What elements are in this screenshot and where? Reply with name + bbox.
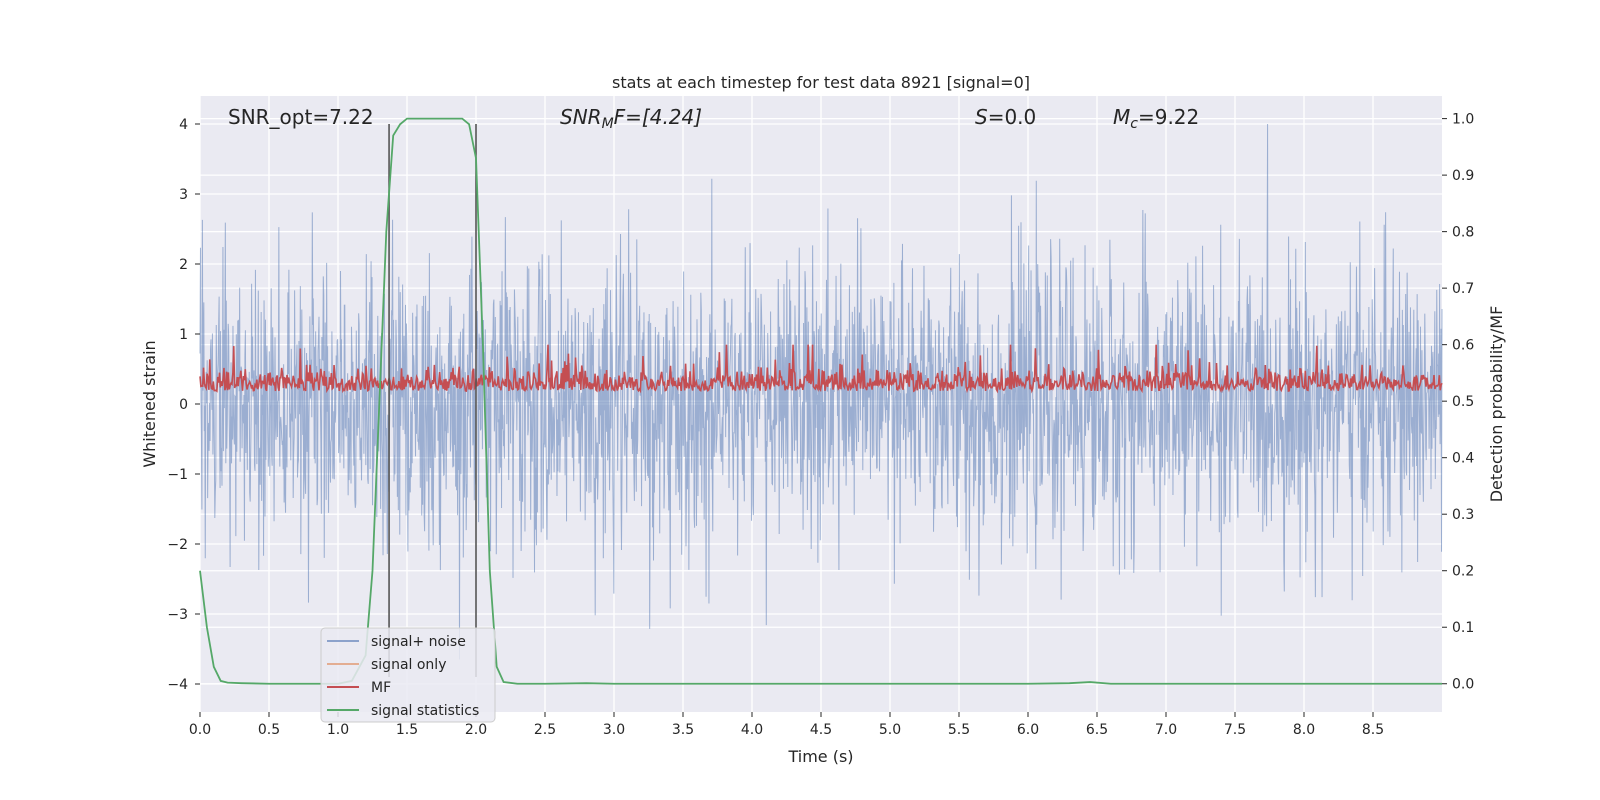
ticks: 0.0 0.5 1.0 1.5 2.0 2.5 3.0 3.5 4.0 4.5 5.0 5.5 6.0 6… bbox=[167, 112, 1474, 738]
annotation-snr-opt: SNR_opt=7.22 bbox=[228, 105, 374, 129]
x-axis-label: Time (s) bbox=[787, 747, 853, 766]
x-tick-label: 3.5 bbox=[672, 722, 694, 738]
y-tick-label: −2 bbox=[167, 537, 188, 553]
x-tick-label: 8.5 bbox=[1362, 722, 1384, 738]
y-axis-label: Whitened strain bbox=[140, 340, 159, 467]
y-tick-label: 1 bbox=[179, 327, 188, 343]
mf-line bbox=[199, 344, 1443, 394]
y-tick-label: 2 bbox=[179, 257, 188, 273]
y-right-tick-label: 0.4 bbox=[1452, 451, 1474, 467]
legend-label-signal: signal only bbox=[371, 657, 446, 673]
annotation-snr-mf: SNRMF=[4.24] bbox=[560, 105, 702, 132]
x-tick-label: 8.0 bbox=[1293, 722, 1315, 738]
x-tick-label: 2.5 bbox=[534, 722, 556, 738]
x-tick-label: 0.5 bbox=[258, 722, 280, 738]
y-tick-label: −1 bbox=[167, 467, 188, 483]
legend-box bbox=[320, 627, 496, 723]
series-signal-statistics bbox=[199, 117, 1442, 685]
x-tick-label: 1.5 bbox=[396, 722, 418, 738]
x-tick-label: 0.0 bbox=[189, 722, 211, 738]
y-axis-right-label: Detection probability/MF bbox=[1487, 306, 1506, 503]
legend: signal+ noise signal only MF signal stat… bbox=[320, 627, 496, 723]
x-tick-label: 3.0 bbox=[603, 722, 625, 738]
signal-statistics-line bbox=[199, 117, 1442, 685]
x-tick-label: 4.5 bbox=[810, 722, 832, 738]
y-tick-label: 4 bbox=[179, 117, 188, 133]
y-right-tick-label: 0.7 bbox=[1452, 281, 1474, 297]
snr-mf-sub: M bbox=[602, 116, 614, 132]
y-right-tick-label: 0.5 bbox=[1452, 394, 1474, 410]
y-right-tick-label: 0.2 bbox=[1452, 564, 1474, 580]
x-tick-label: 7.5 bbox=[1224, 722, 1246, 738]
snr-mf-rest: F=[4.24] bbox=[614, 105, 702, 129]
x-tick-label: 5.5 bbox=[948, 722, 970, 738]
y-tick-label: −4 bbox=[167, 677, 188, 693]
mc-label: M bbox=[1113, 105, 1130, 129]
y-right-tick-label: 0.9 bbox=[1452, 168, 1474, 184]
y-right-tick-label: 0.1 bbox=[1452, 620, 1474, 636]
annotation-s: S=0.0 bbox=[975, 105, 1036, 129]
x-tick-label: 6.0 bbox=[1017, 722, 1039, 738]
y-tick-label: 3 bbox=[179, 187, 188, 203]
x-tick-label: 5.0 bbox=[879, 722, 901, 738]
y-right-tick-label: 0.0 bbox=[1452, 677, 1474, 693]
mc-sub: c bbox=[1130, 116, 1138, 132]
chart-title: stats at each timestep for test data 892… bbox=[612, 73, 1030, 92]
legend-label-noise: signal+ noise bbox=[371, 634, 466, 650]
y-right-tick-label: 1.0 bbox=[1452, 112, 1474, 128]
snr-mf-label: SNR bbox=[560, 105, 602, 129]
x-tick-label: 1.0 bbox=[327, 722, 349, 738]
x-tick-label: 4.0 bbox=[741, 722, 763, 738]
x-tick-label: 7.0 bbox=[1155, 722, 1177, 738]
legend-label-mf: MF bbox=[371, 680, 391, 696]
legend-label-stat: signal statistics bbox=[371, 703, 479, 719]
s-label: S bbox=[975, 105, 988, 129]
vertical-lines bbox=[388, 124, 477, 677]
y-right-tick-label: 0.6 bbox=[1452, 338, 1474, 354]
y-tick-label: −3 bbox=[167, 607, 188, 623]
mc-rest: =9.22 bbox=[1138, 105, 1199, 129]
s-rest: =0.0 bbox=[988, 105, 1037, 129]
y-tick-label: 0 bbox=[179, 397, 188, 413]
annotation-mc: Mc=9.22 bbox=[1113, 105, 1199, 132]
y-right-tick-label: 0.3 bbox=[1452, 507, 1474, 523]
x-tick-label: 6.5 bbox=[1086, 722, 1108, 738]
series-mf bbox=[199, 344, 1443, 394]
y-right-tick-label: 0.8 bbox=[1452, 225, 1474, 241]
x-tick-label: 2.0 bbox=[465, 722, 487, 738]
